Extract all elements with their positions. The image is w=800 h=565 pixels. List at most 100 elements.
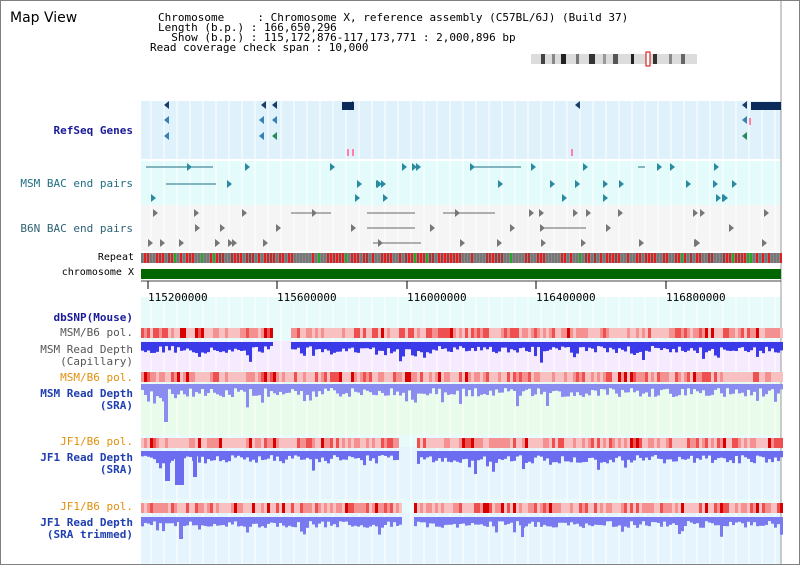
- read-depth-bar: [255, 451, 258, 463]
- read-depth-bar: [711, 342, 714, 349]
- polymorphism-cell: [150, 372, 153, 382]
- polymorphism-cell: [669, 503, 672, 513]
- polymorphism-cell: [144, 438, 147, 448]
- polymorphism-cell: [507, 328, 510, 338]
- polymorphism-cell: [237, 503, 240, 513]
- track-label-jf1-read-depth-sra-trimmed[interactable]: JF1 Read Depth (SRA trimmed): [40, 516, 133, 541]
- read-depth-spike: [164, 384, 168, 422]
- read-depth-bar: [729, 342, 732, 351]
- polymorphism-cell: [366, 328, 369, 338]
- track-label-dbsnp[interactable]: dbSNP(Mouse): [53, 311, 133, 324]
- read-depth-bar: [321, 451, 324, 458]
- polymorphism-cell: [432, 503, 435, 513]
- polymorphism-cell: [441, 372, 444, 382]
- track-label-jf1-b6-pol-2[interactable]: JF1/B6 pol.: [60, 500, 133, 513]
- polymorphism-cell: [357, 503, 360, 513]
- track-label-msm-b6-pol[interactable]: MSM/B6 pol.: [60, 326, 133, 339]
- repeat-segment: [561, 253, 563, 263]
- read-depth-bar: [549, 517, 552, 527]
- read-depth-bar: [762, 384, 765, 397]
- read-depth-bar: [645, 451, 648, 458]
- polymorphism-cell: [450, 503, 453, 513]
- read-depth-bar: [306, 342, 309, 348]
- polymorphism-cell: [612, 372, 615, 382]
- read-depth-bar: [246, 342, 249, 356]
- read-depth-bar: [642, 451, 645, 461]
- polymorphism-cell: [609, 372, 612, 382]
- track-label-chromosome[interactable]: chromosome X: [61, 267, 134, 278]
- read-depth-bar: [213, 384, 216, 393]
- read-depth-bar: [477, 342, 480, 347]
- read-depth-bar: [279, 517, 282, 524]
- polymorphism-cell: [705, 372, 708, 382]
- read-depth-bar: [615, 384, 618, 394]
- track-label-msm-bac-end-pairs[interactable]: MSM BAC end pairs: [20, 177, 133, 190]
- polymorphism-cell: [672, 372, 675, 382]
- repeat-segment: [711, 253, 713, 263]
- track-label-msm-read-depth-sra[interactable]: MSM Read Depth (SRA): [40, 387, 133, 412]
- repeat-segment: [654, 253, 656, 263]
- polymorphism-cell: [270, 438, 273, 448]
- read-depth-bar: [516, 384, 519, 407]
- polymorphism-cell: [507, 438, 510, 448]
- polymorphism-cell: [255, 503, 258, 513]
- read-depth-bar: [291, 342, 294, 350]
- read-depth-bar: [657, 342, 660, 349]
- polymorphism-cell: [171, 503, 174, 513]
- read-depth-bar: [444, 384, 447, 393]
- track-label-msm-read-depth-capillary[interactable]: MSM Read Depth (Capillary): [40, 343, 133, 368]
- read-depth-bar: [429, 342, 432, 354]
- polymorphism-cell: [552, 328, 555, 338]
- read-depth-bar: [768, 384, 771, 391]
- track-label-b6n-bac-end-pairs[interactable]: B6N BAC end pairs: [20, 222, 133, 235]
- read-depth-bar: [612, 451, 615, 463]
- polymorphism-cell: [402, 372, 405, 382]
- b6n-bac-end-mark: [378, 239, 383, 247]
- read-depth-bar: [198, 517, 201, 530]
- polymorphism-cell: [690, 503, 693, 513]
- polymorphism-cell: [291, 372, 294, 382]
- polymorphism-cell: [450, 438, 453, 448]
- b6n-bac-end-mark: [228, 239, 233, 247]
- polymorphism-cell: [681, 503, 684, 513]
- polymorphism-cell: [537, 372, 540, 382]
- read-depth-bar: [423, 451, 426, 460]
- polymorphism-cell: [303, 503, 306, 513]
- refseq-gene-mark: [259, 116, 264, 124]
- polymorphism-cell: [780, 372, 783, 382]
- polymorphism-cell: [540, 438, 543, 448]
- polymorphism-cell: [477, 372, 480, 382]
- polymorphism-cell: [525, 503, 528, 513]
- polymorphism-cell: [732, 328, 735, 338]
- polymorphism-cell: [717, 372, 720, 382]
- polymorphism-cell: [396, 503, 399, 513]
- polymorphism-cell: [144, 503, 147, 513]
- read-depth-bar: [450, 342, 453, 353]
- read-depth-bar: [345, 451, 348, 460]
- polymorphism-cell: [261, 503, 264, 513]
- polymorphism-cell: [771, 372, 774, 382]
- polymorphism-cell: [201, 438, 204, 448]
- polymorphism-cell: [381, 503, 384, 513]
- read-depth-bar: [408, 342, 411, 350]
- polymorphism-cell: [663, 328, 666, 338]
- polymorphism-cell: [399, 503, 402, 513]
- repeat-segment: [420, 253, 422, 263]
- read-depth-bar: [171, 517, 174, 524]
- read-depth-bar: [570, 451, 573, 463]
- polymorphism-cell: [768, 328, 771, 338]
- read-depth-bar: [336, 384, 339, 394]
- polymorphism-cell: [213, 503, 216, 513]
- read-depth-bar: [372, 517, 375, 525]
- repeat-segment: [555, 253, 557, 263]
- track-label-msm-b6-pol-2[interactable]: MSM/B6 pol.: [60, 371, 133, 384]
- track-label-repeat[interactable]: Repeat: [97, 252, 134, 263]
- read-depth-bar: [612, 384, 615, 390]
- polymorphism-cell: [429, 328, 432, 338]
- track-label-jf1-read-depth-sra[interactable]: JF1 Read Depth (SRA): [40, 451, 133, 476]
- read-depth-bar: [405, 342, 408, 350]
- read-depth-bar: [285, 517, 288, 528]
- track-label-jf1-b6-pol[interactable]: JF1/B6 pol.: [60, 435, 133, 448]
- track-label-refseq-genes[interactable]: RefSeq Genes: [53, 124, 133, 137]
